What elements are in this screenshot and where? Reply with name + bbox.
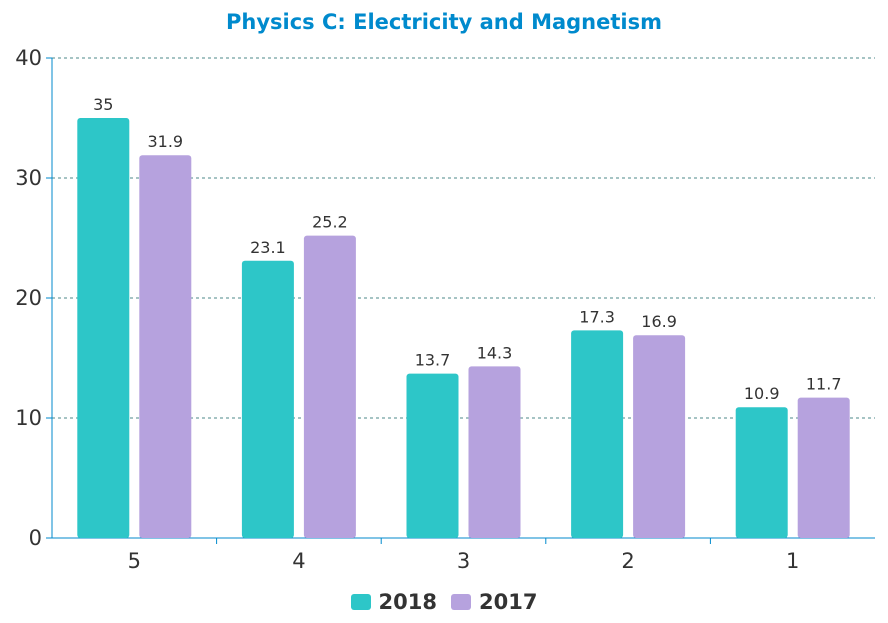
legend: 2018 2017 xyxy=(0,590,888,614)
data-label: 13.7 xyxy=(415,351,451,370)
legend-item-2017[interactable]: 2017 xyxy=(451,590,537,614)
data-label: 35 xyxy=(93,95,113,114)
data-label: 31.9 xyxy=(147,132,183,151)
data-label: 10.9 xyxy=(744,384,780,403)
x-tick-label: 2 xyxy=(621,549,634,573)
legend-swatch-2018 xyxy=(351,594,371,610)
y-tick-label: 0 xyxy=(29,526,42,550)
bar-2018-1 xyxy=(736,407,788,538)
y-tick-label: 40 xyxy=(15,46,42,70)
data-label: 11.7 xyxy=(806,375,842,394)
bar-2017-1 xyxy=(798,398,850,538)
bar-2017-5 xyxy=(139,155,191,538)
data-label: 23.1 xyxy=(250,238,286,257)
legend-item-2018[interactable]: 2018 xyxy=(351,590,437,614)
bar-2017-2 xyxy=(633,335,685,538)
bar-2017-4 xyxy=(304,236,356,538)
x-tick-label: 3 xyxy=(457,549,470,573)
bar-chart: 0 10 20 30 40 5 35 31.9 4 23.1 25.2 3 13.7 14.3 2 17.3 1… xyxy=(0,0,888,623)
bar-2017-3 xyxy=(469,366,521,538)
x-tick-label: 5 xyxy=(128,549,141,573)
bar-2018-5 xyxy=(77,118,129,538)
y-tick-label: 10 xyxy=(15,406,42,430)
legend-label-2018: 2018 xyxy=(379,590,437,614)
y-tick-label: 30 xyxy=(15,166,42,190)
x-tick-label: 1 xyxy=(786,549,799,573)
bar-2018-3 xyxy=(407,374,459,538)
data-label: 14.3 xyxy=(477,343,513,362)
data-label: 17.3 xyxy=(579,307,615,326)
y-tick-label: 20 xyxy=(15,286,42,310)
bar-2018-4 xyxy=(242,261,294,538)
x-tick-label: 4 xyxy=(292,549,305,573)
data-label: 16.9 xyxy=(641,312,677,331)
legend-swatch-2017 xyxy=(451,594,471,610)
bar-2018-2 xyxy=(571,330,623,538)
data-label: 25.2 xyxy=(312,213,348,232)
legend-label-2017: 2017 xyxy=(479,590,537,614)
